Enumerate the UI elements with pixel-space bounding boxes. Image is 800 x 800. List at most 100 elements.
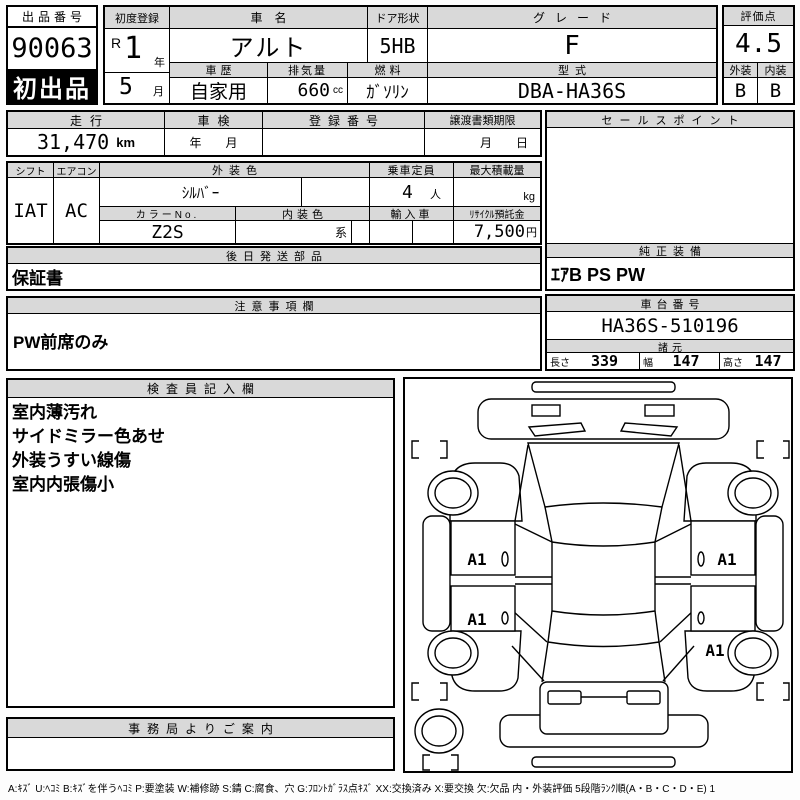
front-right-wheel-inner bbox=[734, 477, 772, 509]
import-cell-divider bbox=[412, 221, 413, 243]
left-c-pillar-line1 bbox=[512, 610, 548, 643]
damage-code-legend: A:ｷｽﾞ U:ﾍｺﾐ B:ｷｽﾞを伴うﾍｺﾐ P:要塗装 W:補修跡 S:錆 … bbox=[8, 784, 716, 795]
exterior-grade-label: 外装 bbox=[724, 63, 758, 78]
width-value: 147 bbox=[672, 353, 700, 369]
notes-value: PW前席のみ bbox=[13, 333, 109, 352]
displacement-value: 660 bbox=[297, 80, 330, 101]
shift-value: IAT bbox=[8, 178, 54, 243]
damage-mark-front-left: A1 bbox=[467, 550, 486, 569]
grade-value: F bbox=[428, 29, 716, 63]
mileage-value: 31,470 bbox=[36, 130, 110, 154]
length-label: 長さ bbox=[550, 357, 570, 369]
mileage-unit: km bbox=[116, 134, 136, 150]
month-suffix: 月 bbox=[153, 86, 164, 98]
era-code: R bbox=[111, 35, 122, 51]
damage-diagram-box: A1 A1 A1 A1 bbox=[403, 377, 793, 773]
inspector-notes-box: 検査員記入欄 室内薄汚れ サイドミラー色あせ 外装うすい線傷 室内内張傷小 bbox=[6, 378, 395, 708]
first-registration-month: 5 bbox=[119, 74, 133, 100]
damage-mark-rear-right: A1 bbox=[705, 641, 724, 660]
shift-label: シフト bbox=[8, 163, 54, 178]
rear-left-wheel-inner bbox=[434, 637, 472, 669]
inspection-label: 車検 bbox=[197, 113, 238, 128]
first-registration-year-cell: R 1 年 bbox=[105, 29, 170, 73]
score-box: 評価点 4.5 外装 内装 B B bbox=[722, 5, 795, 105]
capacity-unit: 人 bbox=[430, 189, 441, 201]
roof-front-seam bbox=[551, 541, 656, 547]
rear-right-wheel-inner bbox=[734, 637, 772, 669]
exterior-grade-value: B bbox=[724, 78, 758, 103]
width-cell: 幅 147 bbox=[640, 353, 720, 369]
door-shape-value: 5HB bbox=[368, 29, 428, 63]
vehicle-header-table: 初度登録 車名 ドア形状 グレード R 1 年 5 月 アルト 5HB F 車歴… bbox=[103, 5, 718, 105]
length-cell: 長さ 339 bbox=[547, 353, 640, 369]
right-c-pillar-line1 bbox=[659, 610, 694, 643]
exterior-color-label: 外装色 bbox=[212, 165, 263, 177]
equipment-band: シフト エアコン IAT AC 外装色 乗車定員 最大積載量 ｼﾙﾊﾞｰ 4 人… bbox=[6, 161, 542, 245]
right-front-door-handle bbox=[697, 551, 705, 567]
exterior-color-value: ｼﾙﾊﾞｰ bbox=[100, 178, 302, 207]
displacement-label: 排気量 bbox=[268, 63, 348, 78]
car-name-value: アルト bbox=[170, 29, 368, 63]
car-name-label: 車名 bbox=[250, 11, 299, 25]
office-notice-value bbox=[8, 738, 393, 769]
max-load-unit: kg bbox=[454, 178, 540, 207]
inspector-note-line: 室内薄汚れ bbox=[12, 403, 97, 422]
chassis-box: 車台番号 HA36S-510196 諸元 長さ 339 幅 147 高さ 147 bbox=[545, 294, 795, 371]
spare-tire-inner bbox=[421, 715, 457, 747]
roof-outline bbox=[544, 506, 663, 616]
import-label: 輸入車 bbox=[370, 207, 454, 221]
interior-grade-value: B bbox=[769, 79, 782, 102]
fuel-value: ｶﾞｿﾘﾝ bbox=[348, 78, 428, 103]
rear-roof-seam bbox=[547, 610, 660, 648]
score-value: 4.5 bbox=[724, 26, 793, 63]
front-left-wheel-inner bbox=[434, 477, 472, 509]
height-cell: 高さ 147 bbox=[720, 353, 793, 369]
inspector-notes-label: 検査員記入欄 bbox=[146, 382, 261, 396]
left-rear-door-handle bbox=[501, 611, 509, 625]
aircon-value: AC bbox=[54, 178, 100, 243]
later-parts-label: 後日発送部品 bbox=[226, 250, 328, 263]
capacity-value-cell: 4 人 bbox=[370, 178, 454, 207]
right-side-sill bbox=[755, 515, 784, 632]
color-no-value: Z2S bbox=[100, 221, 236, 243]
history-label: 車歴 bbox=[205, 65, 236, 77]
displacement-value-cell: 660 cc bbox=[268, 78, 348, 103]
first-registration-month-cell: 5 月 bbox=[105, 73, 170, 103]
left-headlight bbox=[531, 404, 561, 417]
recycle-deposit-unit: 円 bbox=[526, 227, 537, 239]
year-suffix: 年 bbox=[154, 57, 165, 69]
interior-grade-label: 内装 bbox=[758, 63, 793, 78]
sales-points-value bbox=[547, 128, 793, 243]
score-label: 評価点 bbox=[724, 7, 793, 26]
color-no-label: カラーNo. bbox=[100, 207, 236, 221]
inspection-year-suffix: 年 bbox=[189, 135, 202, 150]
left-c-pillar-line2 bbox=[511, 645, 545, 682]
front-bumper-strip bbox=[531, 381, 676, 393]
chassis-value: HA36S-510196 bbox=[547, 312, 793, 340]
oem-equipment-label: 純正装備 bbox=[639, 245, 707, 258]
notes-box: 注意事項欄 PW前席のみ bbox=[6, 296, 542, 371]
import-value-cell bbox=[370, 221, 454, 243]
corner-bracket-top-right bbox=[756, 440, 790, 459]
model-label: 型式 bbox=[558, 65, 592, 77]
door-shape-label: ドア形状 bbox=[368, 7, 428, 29]
interior-color-extra-cell bbox=[352, 221, 370, 243]
car-top-view-diagram: A1 A1 A1 A1 bbox=[411, 381, 790, 771]
recycle-deposit-label: ﾘｻｲｸﾙ預託金 bbox=[454, 207, 540, 221]
registration-number-label: 登録番号 bbox=[308, 113, 385, 128]
rear-bumper-strip bbox=[531, 756, 676, 768]
rear-hatch-right-lamp bbox=[626, 690, 661, 705]
transfer-month-suffix: 月 bbox=[479, 135, 492, 150]
dimensions-label: 諸元 bbox=[658, 342, 686, 353]
interior-color-suffix: 系 bbox=[236, 221, 352, 243]
right-headlight bbox=[644, 404, 675, 417]
transfer-day-suffix: 日 bbox=[515, 135, 528, 150]
inspector-note-line: サイドミラー色あせ bbox=[12, 427, 165, 446]
front-body-outline bbox=[477, 398, 730, 440]
lot-number-label-text: 出品番号 bbox=[21, 10, 86, 24]
rear-hatch-left-lamp bbox=[547, 690, 582, 705]
left-front-door-handle bbox=[501, 551, 509, 567]
inspector-note-line: 室内内張傷小 bbox=[12, 475, 114, 494]
windshield bbox=[527, 442, 680, 508]
